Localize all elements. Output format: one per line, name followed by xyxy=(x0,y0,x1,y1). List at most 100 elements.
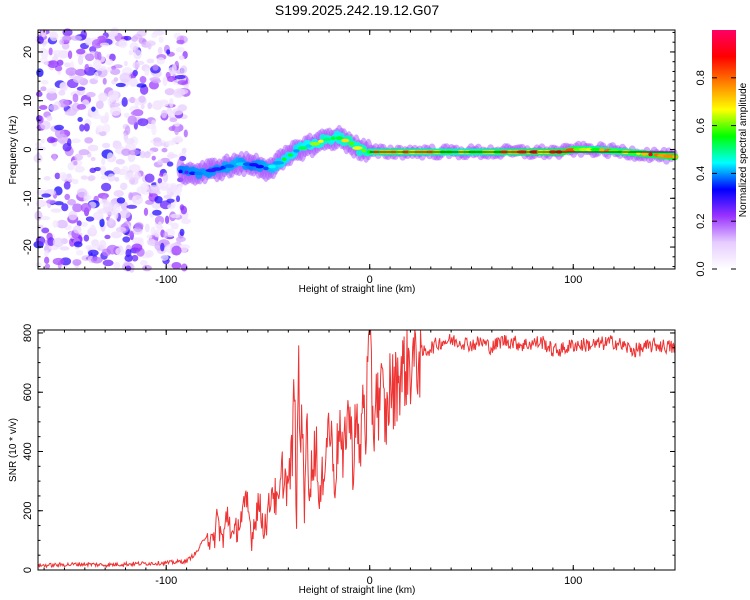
noise-blob xyxy=(120,201,129,211)
noise-blob xyxy=(158,100,169,107)
ridge-core xyxy=(322,137,332,142)
noise-blob xyxy=(151,155,156,161)
ridge-core xyxy=(249,162,259,167)
noise-blob xyxy=(166,198,175,203)
noise-blob xyxy=(119,72,132,83)
noise-blob xyxy=(183,129,188,138)
noise-blob xyxy=(111,199,119,204)
noise-blob xyxy=(72,259,82,266)
noise-blob xyxy=(40,28,47,38)
noise-blob xyxy=(183,84,189,89)
ridge-core xyxy=(335,136,344,140)
snr-x-axis: -100 0 100 xyxy=(43,330,676,587)
noise-blob xyxy=(64,62,71,68)
noise-blob xyxy=(179,228,185,237)
y-tick-label: 0 xyxy=(22,146,34,152)
noise-blob xyxy=(174,127,179,136)
ridge-core xyxy=(263,166,269,171)
noise-blob xyxy=(59,82,67,90)
noise-blob xyxy=(139,76,147,84)
noise-blob xyxy=(169,98,174,108)
noise-blob xyxy=(77,55,84,66)
noise-blob xyxy=(163,194,172,199)
noise-blob xyxy=(160,242,165,252)
noise-blob xyxy=(35,146,47,151)
noise-blob xyxy=(100,175,108,180)
colorbar-tick-label: 0.2 xyxy=(695,214,707,229)
noise-blob xyxy=(38,105,48,110)
noise-blob xyxy=(84,37,92,46)
noise-blob xyxy=(157,159,164,165)
noise-blob xyxy=(151,119,156,127)
noise-blob xyxy=(52,257,65,266)
ridge-core xyxy=(318,139,324,144)
noise-blob xyxy=(102,123,111,133)
noise-blob xyxy=(75,68,87,77)
noise-blob xyxy=(125,265,132,272)
ridge-core xyxy=(184,170,189,175)
noise-blob xyxy=(124,137,135,145)
noise-blob xyxy=(67,177,75,182)
x-tick-label: 0 xyxy=(367,274,373,286)
noise-blob xyxy=(107,173,116,182)
noise-blob xyxy=(108,217,114,226)
noise-blob xyxy=(139,260,148,266)
noise-blob xyxy=(85,216,95,222)
noise-blob xyxy=(174,135,183,143)
noise-blob xyxy=(95,125,104,133)
noise-blob xyxy=(160,254,169,261)
noise-blob xyxy=(41,227,50,234)
noise-blob xyxy=(154,196,163,204)
noise-blob xyxy=(65,67,77,76)
noise-blob xyxy=(80,30,87,40)
noise-blob xyxy=(175,69,183,75)
noise-blob xyxy=(145,124,157,129)
noise-blob xyxy=(84,63,90,72)
x-tick-label: -100 xyxy=(155,274,177,286)
noise-blob xyxy=(157,46,163,55)
noise-blob xyxy=(161,109,168,119)
noise-blob xyxy=(110,106,122,117)
ridge-core xyxy=(598,148,605,152)
noise-blob xyxy=(157,221,163,230)
noise-blob xyxy=(39,47,47,53)
noise-blob xyxy=(99,218,105,228)
noise-blob xyxy=(148,184,160,194)
noise-blob xyxy=(40,138,45,144)
noise-blob xyxy=(126,204,138,209)
noise-blob xyxy=(83,196,90,202)
noise-blob xyxy=(49,31,59,42)
noise-blob xyxy=(87,249,99,257)
noise-blob xyxy=(164,88,175,96)
noise-blob xyxy=(133,33,143,40)
noise-blob xyxy=(68,210,78,221)
noise-blob xyxy=(179,204,185,211)
noise-blob xyxy=(121,97,128,107)
noise-blob xyxy=(94,51,100,60)
noise-blob xyxy=(165,71,171,79)
noise-blob xyxy=(59,39,65,45)
noise-blob xyxy=(151,32,158,39)
noise-blob xyxy=(40,86,47,92)
ridge-core xyxy=(305,144,312,148)
ridge-core xyxy=(224,164,235,168)
noise-blob xyxy=(171,261,182,270)
noise-blob xyxy=(59,171,67,181)
noise-blob xyxy=(172,108,184,116)
noise-blob xyxy=(70,35,83,41)
noise-blob xyxy=(89,167,97,174)
noise-blob xyxy=(74,153,83,161)
noise-blob xyxy=(72,75,85,84)
noise-blob xyxy=(128,149,141,156)
noise-blob xyxy=(41,193,52,198)
noise-blob xyxy=(152,64,159,71)
noise-blob xyxy=(132,61,141,69)
noise-blob xyxy=(146,58,155,64)
noise-blob xyxy=(52,49,64,55)
noise-blob xyxy=(102,259,114,267)
noise-blob xyxy=(104,234,111,240)
noise-blob xyxy=(46,115,53,121)
noise-blob xyxy=(67,198,76,206)
noise-blob xyxy=(123,112,130,118)
